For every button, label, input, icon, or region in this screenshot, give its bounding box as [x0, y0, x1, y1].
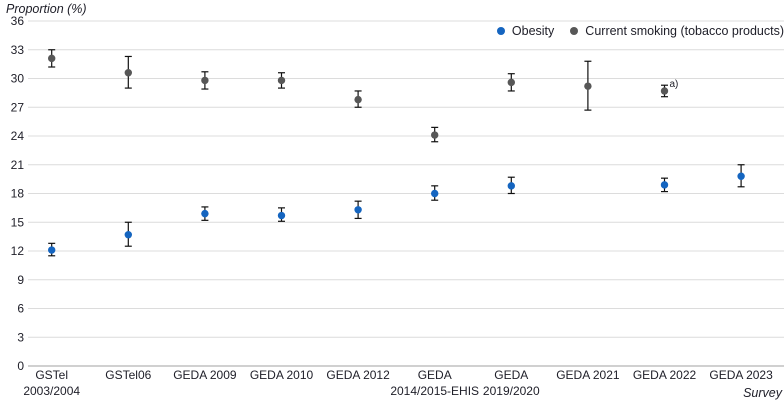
y-tick-label: 12 [11, 244, 25, 258]
y-tick-label: 33 [11, 43, 25, 57]
x-category-label: 2019/2020 [483, 384, 540, 398]
data-point-obesity [507, 182, 515, 190]
obesity-legend-dot-icon [496, 27, 505, 35]
data-point-smoking [584, 82, 592, 90]
y-tick-label: 18 [11, 187, 25, 201]
annotation-marker: a) [670, 79, 679, 90]
data-point-smoking [507, 78, 515, 87]
y-tick-label: 24 [11, 129, 25, 143]
data-point-smoking [354, 95, 362, 104]
data-point-obesity [431, 189, 439, 198]
chart-legend: Obesity Current smoking (tobacco product… [496, 24, 784, 38]
x-category-label: GEDA 2021 [556, 368, 620, 382]
legend-item-smoking: Current smoking (tobacco products) [570, 24, 784, 38]
x-axis-title: Survey [743, 386, 782, 400]
data-point-obesity [48, 246, 56, 254]
data-point-smoking [660, 87, 669, 95]
y-tick-label: 30 [11, 72, 25, 86]
data-point-smoking [431, 131, 439, 139]
x-category-label: 2014/2015-EHIS [390, 384, 479, 398]
y-tick-label: 36 [11, 14, 25, 28]
y-tick-label: 0 [17, 359, 24, 373]
x-category-label: GEDA 2009 [173, 368, 237, 382]
y-axis-title: Proportion (%) [6, 2, 87, 16]
x-category-label: GEDA 2023 [709, 368, 773, 382]
y-tick-label: 27 [11, 100, 25, 114]
y-tick-label: 3 [17, 330, 24, 344]
x-category-label: GSTel06 [105, 368, 151, 382]
smoking-legend-dot-icon [570, 27, 579, 35]
x-category-label: GEDA 2012 [326, 368, 390, 382]
legend-item-obesity: Obesity [496, 24, 555, 38]
y-tick-label: 9 [17, 273, 24, 287]
y-tick-label: 15 [11, 215, 25, 229]
data-point-obesity [660, 181, 669, 189]
data-point-obesity [737, 172, 745, 180]
data-point-obesity [201, 209, 209, 218]
data-point-smoking [48, 54, 56, 63]
x-category-label: GEDA [418, 368, 452, 382]
y-tick-label: 6 [17, 302, 24, 316]
data-point-smoking [124, 69, 132, 77]
data-point-smoking [277, 76, 286, 85]
data-point-obesity [354, 206, 362, 214]
legend-label-smoking: Current smoking (tobacco products) [585, 24, 784, 38]
data-point-obesity [124, 231, 132, 239]
x-category-label: 2003/2004 [23, 384, 80, 398]
data-point-smoking [201, 76, 209, 85]
x-category-label: GSTel [35, 368, 68, 382]
x-category-label: GEDA 2022 [633, 368, 697, 382]
legend-label-obesity: Obesity [511, 24, 555, 38]
y-tick-label: 21 [11, 158, 25, 172]
x-category-label: GEDA [494, 368, 528, 382]
x-category-label: GEDA 2010 [250, 368, 314, 382]
data-point-obesity [277, 211, 286, 220]
